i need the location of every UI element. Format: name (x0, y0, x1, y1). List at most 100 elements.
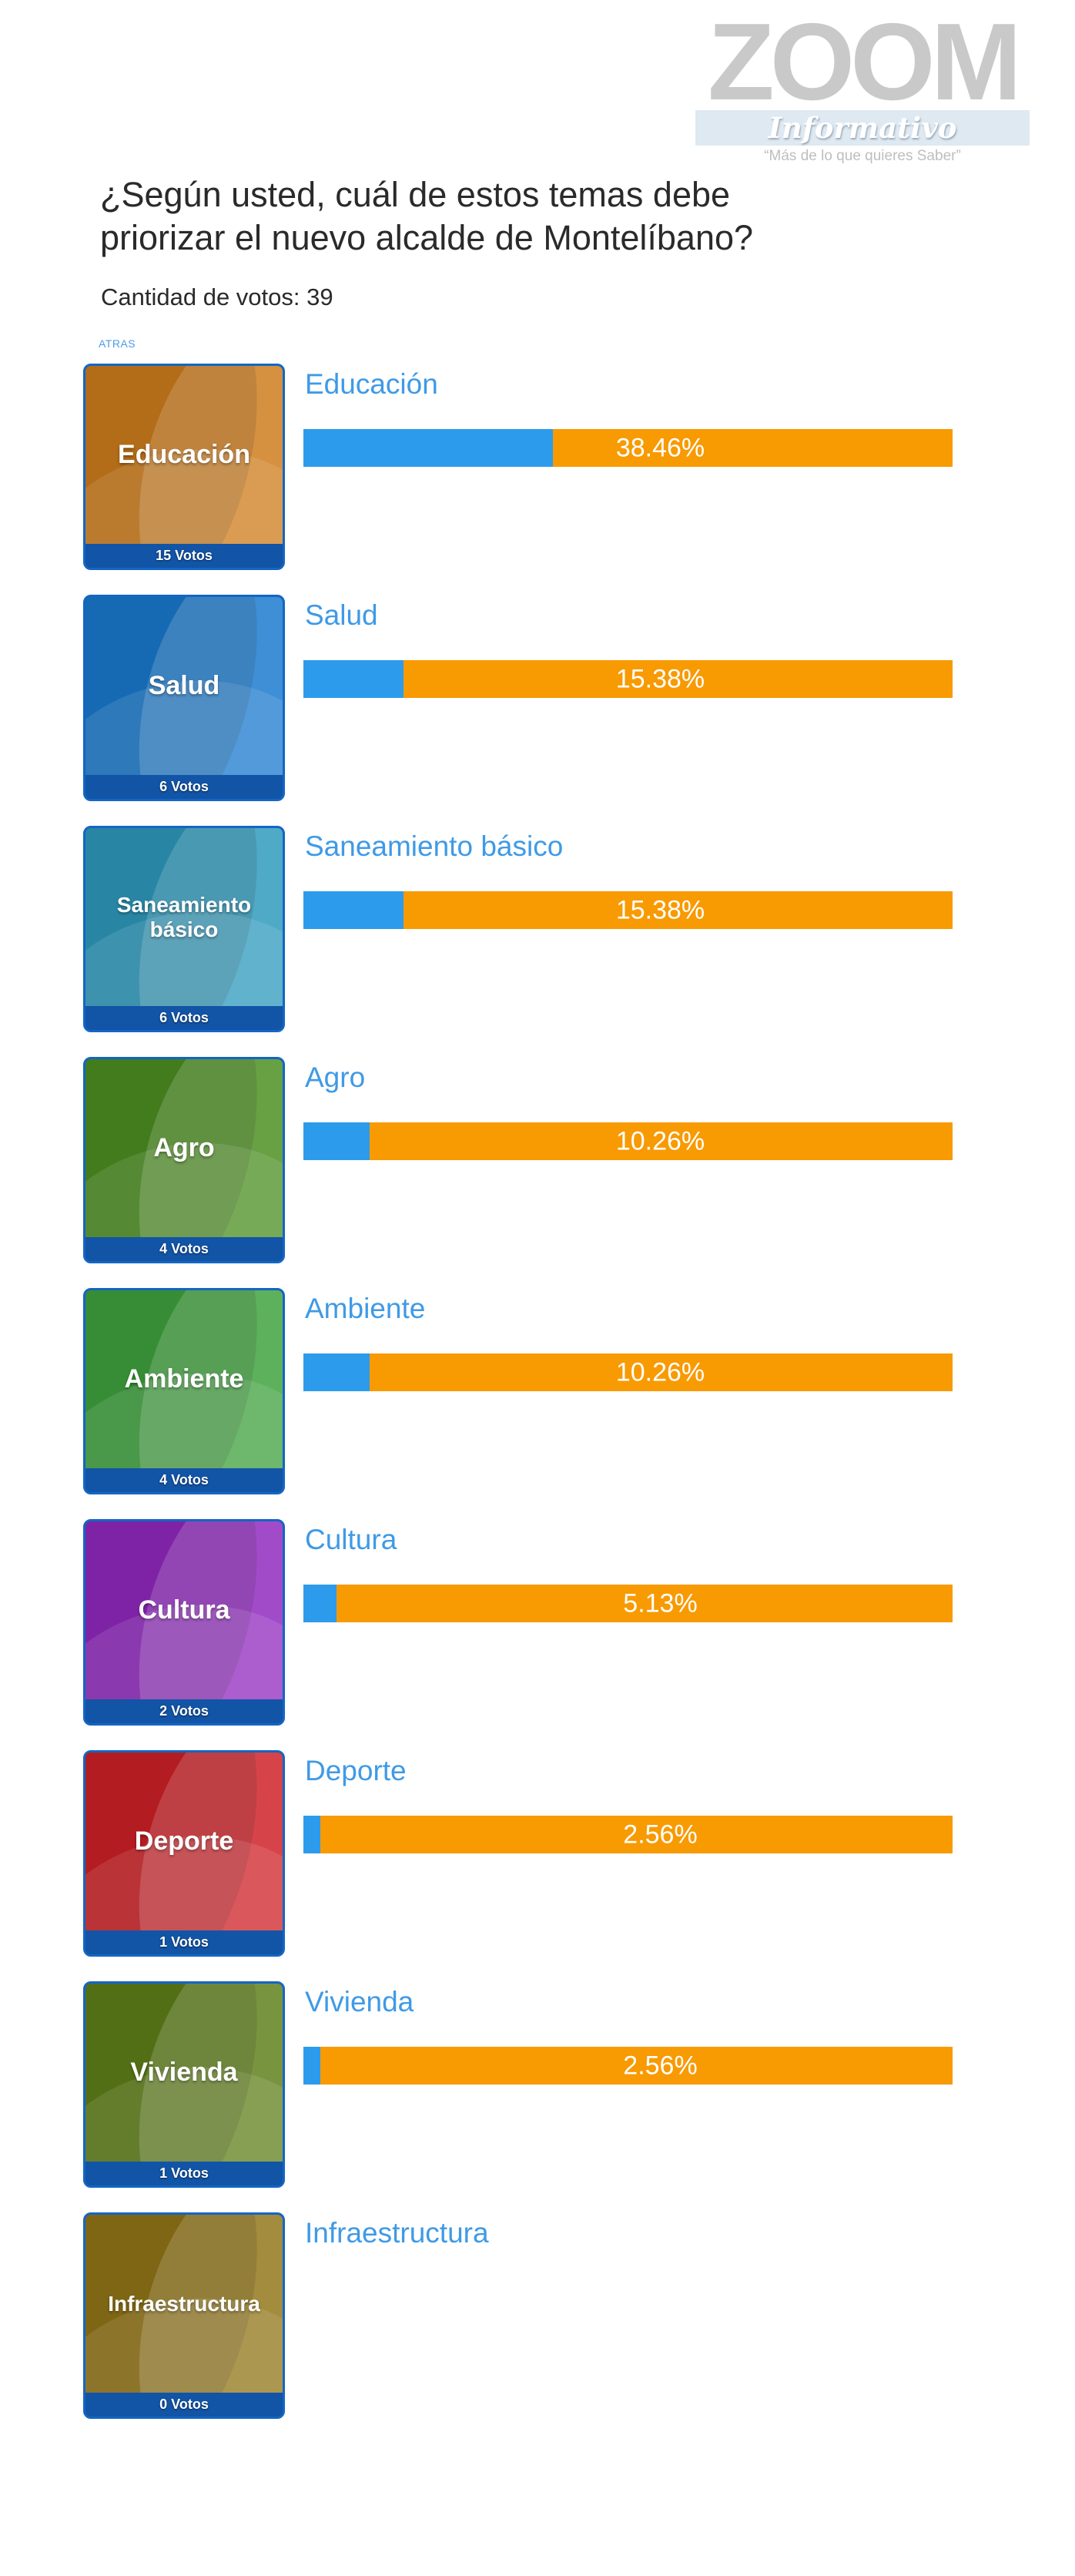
option-result: Ambiente 10.26% (303, 1288, 1038, 1496)
logo-band: Informativo (695, 109, 1030, 146)
option-tile-label: Ambiente (124, 1364, 244, 1394)
tile-swoosh-decoration (85, 2270, 283, 2393)
option-card-footer: 1 Votos (85, 2162, 283, 2185)
option-card[interactable]: Saneamiento básico 6 Votos (83, 826, 285, 1032)
bar-blue-segment (303, 429, 554, 467)
votes-count-label: 6 Votos (159, 1010, 209, 1025)
option-tile-label: Vivienda (130, 2058, 238, 2088)
bar-blue-segment (303, 1122, 370, 1160)
title-line-2: priorizar el nuevo alcalde de Montelíban… (100, 218, 754, 258)
votes-count-label: 0 Votos (159, 2397, 209, 2412)
option-tile-label: Infraestructura (108, 2291, 260, 2316)
option-result: Deporte 2.56% (303, 1750, 1038, 1958)
option-card-footer: 0 Votos (85, 2393, 283, 2417)
bar-blue-segment (303, 891, 404, 929)
logo-zoom-text: ZOOM (708, 1, 1022, 123)
option-card[interactable]: Ambiente 4 Votos (83, 1288, 285, 1494)
option-tile: Deporte (85, 1753, 283, 1930)
poll-option-row: Saneamiento básico 6 Votos Saneamiento b… (83, 826, 1038, 1034)
percentage-label: 38.46% (615, 433, 705, 462)
bar-orange-segment (403, 660, 953, 698)
back-link[interactable]: ATRAS (99, 337, 136, 350)
result-bar: 2.56% (303, 2047, 953, 2085)
logo-tagline: “Más de lo que quieres Saber” (764, 147, 961, 164)
option-tile: Agro (85, 1059, 283, 1237)
poll-option-row: Ambiente 4 Votos Ambiente 10.26% (83, 1288, 1038, 1496)
zoom-informativo-logo: ZOOM Informativo “Más de lo que quieres … (695, 1, 1030, 165)
option-card[interactable]: Vivienda 1 Votos (83, 1981, 285, 2188)
bar-blue-segment (303, 1585, 337, 1622)
option-card[interactable]: Infraestructura 0 Votos (83, 2212, 285, 2419)
result-bar: 10.26% (303, 1122, 953, 1160)
option-name-label: Vivienda (305, 1986, 414, 2018)
option-name-label: Agro (305, 1062, 366, 1093)
poll-option-row: Infraestructura 0 Votos Infraestructura (83, 2212, 1038, 2420)
poll-option-row: Salud 6 Votos Salud 15.38% (83, 595, 1038, 803)
result-bar: 15.38% (303, 891, 953, 929)
bar-blue-segment (303, 1353, 370, 1391)
result-bar: 5.13% (303, 1585, 953, 1622)
logo-informativo-text: Informativo (768, 110, 957, 145)
option-tile: Salud (85, 597, 283, 775)
option-tile-label: Deporte (134, 1826, 234, 1857)
percentage-label: 2.56% (623, 2051, 698, 2080)
percentage-label: 15.38% (615, 895, 705, 924)
result-bar: 38.46% (303, 429, 953, 467)
total-votes-count: Cantidad de votos: 39 (101, 283, 333, 310)
option-tile-label: Saneamiento básico (116, 893, 252, 941)
option-name-label: Saneamiento básico (305, 830, 564, 862)
option-name-label: Educación (305, 368, 438, 400)
option-tile: Ambiente (85, 1290, 283, 1468)
option-tile-label: Educación (118, 440, 250, 470)
bar-orange-segment (553, 429, 953, 467)
option-name-label: Salud (305, 599, 378, 631)
result-bar: 2.56% (303, 1816, 953, 1853)
votes-count-label: 4 Votos (159, 1241, 209, 1256)
percentage-label: 5.13% (623, 1588, 698, 1618)
votes-count-label: 6 Votos (159, 779, 209, 794)
option-card-footer: 6 Votos (85, 1006, 283, 1030)
option-card[interactable]: Cultura 2 Votos (83, 1519, 285, 1726)
bar-orange-segment (320, 2047, 953, 2085)
bar-orange-segment (403, 891, 953, 929)
option-tile: Saneamiento básico (85, 828, 283, 1006)
votes-count-label: 1 Votos (159, 1934, 209, 1950)
bar-blue-segment (303, 1816, 320, 1853)
option-result: Vivienda 2.56% (303, 1981, 1038, 2189)
option-tile-label: Salud (148, 671, 220, 701)
option-card[interactable]: Salud 6 Votos (83, 595, 285, 801)
bar-orange-segment (370, 1353, 953, 1391)
option-card-footer: 1 Votos (85, 1930, 283, 1954)
option-result: Infraestructura (303, 2212, 1038, 2420)
poll-option-row: Cultura 2 Votos Cultura 5.13% (83, 1519, 1038, 1727)
percentage-label: 10.26% (615, 1126, 705, 1156)
option-card[interactable]: Agro 4 Votos (83, 1057, 285, 1263)
option-card[interactable]: Deporte 1 Votos (83, 1750, 285, 1957)
option-name-label: Cultura (305, 1524, 397, 1555)
poll-option-row: Deporte 1 Votos Deporte 2.56% (83, 1750, 1038, 1958)
option-card-footer: 4 Votos (85, 1468, 283, 1492)
option-result: Salud 15.38% (303, 595, 1038, 803)
bar-orange-segment (370, 1122, 953, 1160)
percentage-label: 15.38% (615, 664, 705, 693)
bar-orange-segment (337, 1585, 953, 1622)
bar-blue-segment (303, 660, 404, 698)
votes-count-label: 15 Votos (156, 548, 213, 563)
poll-option-row: Educación 15 Votos Educación 38.46% (83, 364, 1038, 572)
option-card-footer: 2 Votos (85, 1699, 283, 1723)
option-tile-label: Cultura (138, 1595, 230, 1625)
option-tile: Educación (85, 366, 283, 544)
votes-count-label: 4 Votos (159, 1472, 209, 1488)
option-card-footer: 15 Votos (85, 544, 283, 568)
option-result: Agro 10.26% (303, 1057, 1038, 1265)
result-bar: 10.26% (303, 1353, 953, 1391)
bar-orange-segment (320, 1816, 953, 1853)
option-card[interactable]: Educación 15 Votos (83, 364, 285, 570)
option-card-footer: 6 Votos (85, 775, 283, 799)
option-name-label: Ambiente (305, 1293, 426, 1324)
percentage-label: 10.26% (615, 1357, 705, 1387)
percentage-label: 2.56% (623, 1820, 698, 1849)
option-card-footer: 4 Votos (85, 1237, 283, 1261)
option-tile: Infraestructura (85, 2215, 283, 2393)
option-result: Saneamiento básico 15.38% (303, 826, 1038, 1034)
